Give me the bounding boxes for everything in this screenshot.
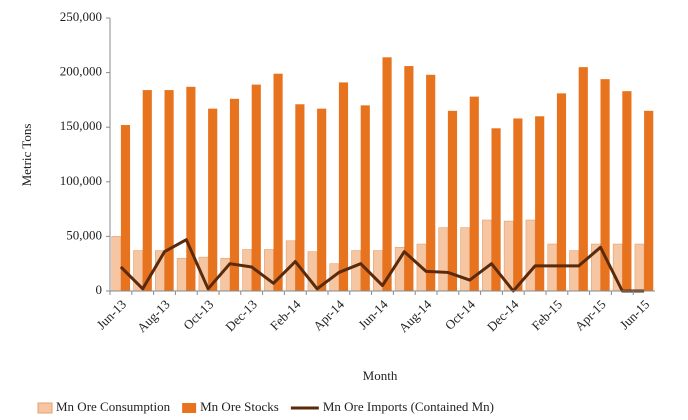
y-tick-label: 250,000 xyxy=(60,9,102,24)
legend-label: Mn Ore Consumption xyxy=(56,399,171,414)
legend-swatch xyxy=(37,402,53,414)
bar xyxy=(264,249,274,292)
x-axis-label: Month xyxy=(363,368,398,383)
x-tick-label: Aug-14 xyxy=(396,296,435,335)
legend-label: Mn Ore Stocks xyxy=(200,399,279,414)
y-tick-label: 150,000 xyxy=(60,118,102,133)
bar xyxy=(569,250,580,292)
bar xyxy=(469,96,479,292)
x-tick-label: Jun-14 xyxy=(355,296,391,332)
y-tick-label: 100,000 xyxy=(60,173,102,188)
bar xyxy=(634,243,645,292)
bar xyxy=(525,219,536,292)
bar xyxy=(251,84,261,291)
bar xyxy=(317,108,327,291)
x-tick-label: Feb-15 xyxy=(528,297,565,334)
bar xyxy=(111,236,122,292)
bar xyxy=(360,105,370,291)
bar xyxy=(460,227,471,292)
x-tick-label: Oct-14 xyxy=(442,296,478,332)
bar xyxy=(547,243,558,292)
bar xyxy=(164,90,174,292)
bar xyxy=(208,108,218,291)
x-tick-label: Dec-13 xyxy=(222,297,260,335)
bar xyxy=(186,86,196,292)
bar xyxy=(295,104,305,291)
bar xyxy=(176,257,187,292)
legend-label: Mn Ore Imports (Contained Mn) xyxy=(323,399,494,414)
bar xyxy=(426,74,436,291)
bar xyxy=(142,90,152,292)
bar xyxy=(578,67,588,291)
x-tick-label: Feb-14 xyxy=(267,296,304,333)
x-tick-label: Apr-14 xyxy=(310,296,347,333)
y-tick-label: 0 xyxy=(96,282,103,297)
bar xyxy=(273,73,283,291)
x-tick-label: Jun-15 xyxy=(617,297,653,333)
x-tick-label: Aug-13 xyxy=(134,297,173,336)
bar xyxy=(447,110,458,291)
y-tick-label: 50,000 xyxy=(66,227,102,242)
bar xyxy=(229,98,240,291)
bar xyxy=(482,219,492,292)
x-tick-label: Dec-14 xyxy=(484,296,522,334)
bar xyxy=(491,128,501,291)
y-tick-label: 200,000 xyxy=(60,64,102,79)
bar xyxy=(351,250,362,292)
bar xyxy=(644,110,654,291)
bar xyxy=(556,93,567,292)
bar xyxy=(438,227,449,292)
bar xyxy=(535,116,545,291)
bar xyxy=(242,249,253,292)
bar xyxy=(404,66,414,291)
line xyxy=(119,238,645,293)
bar xyxy=(382,57,392,292)
x-tick-label: Oct-13 xyxy=(180,297,216,333)
bar xyxy=(600,79,610,291)
bar xyxy=(622,91,632,291)
bar xyxy=(338,82,349,291)
y-axis-label: Metric Tons xyxy=(19,124,34,187)
x-tick-label: Jun-13 xyxy=(94,297,130,333)
legend-swatch xyxy=(182,403,197,413)
bar xyxy=(120,125,131,292)
bar xyxy=(513,118,523,292)
x-tick-label: Apr-15 xyxy=(572,297,609,334)
